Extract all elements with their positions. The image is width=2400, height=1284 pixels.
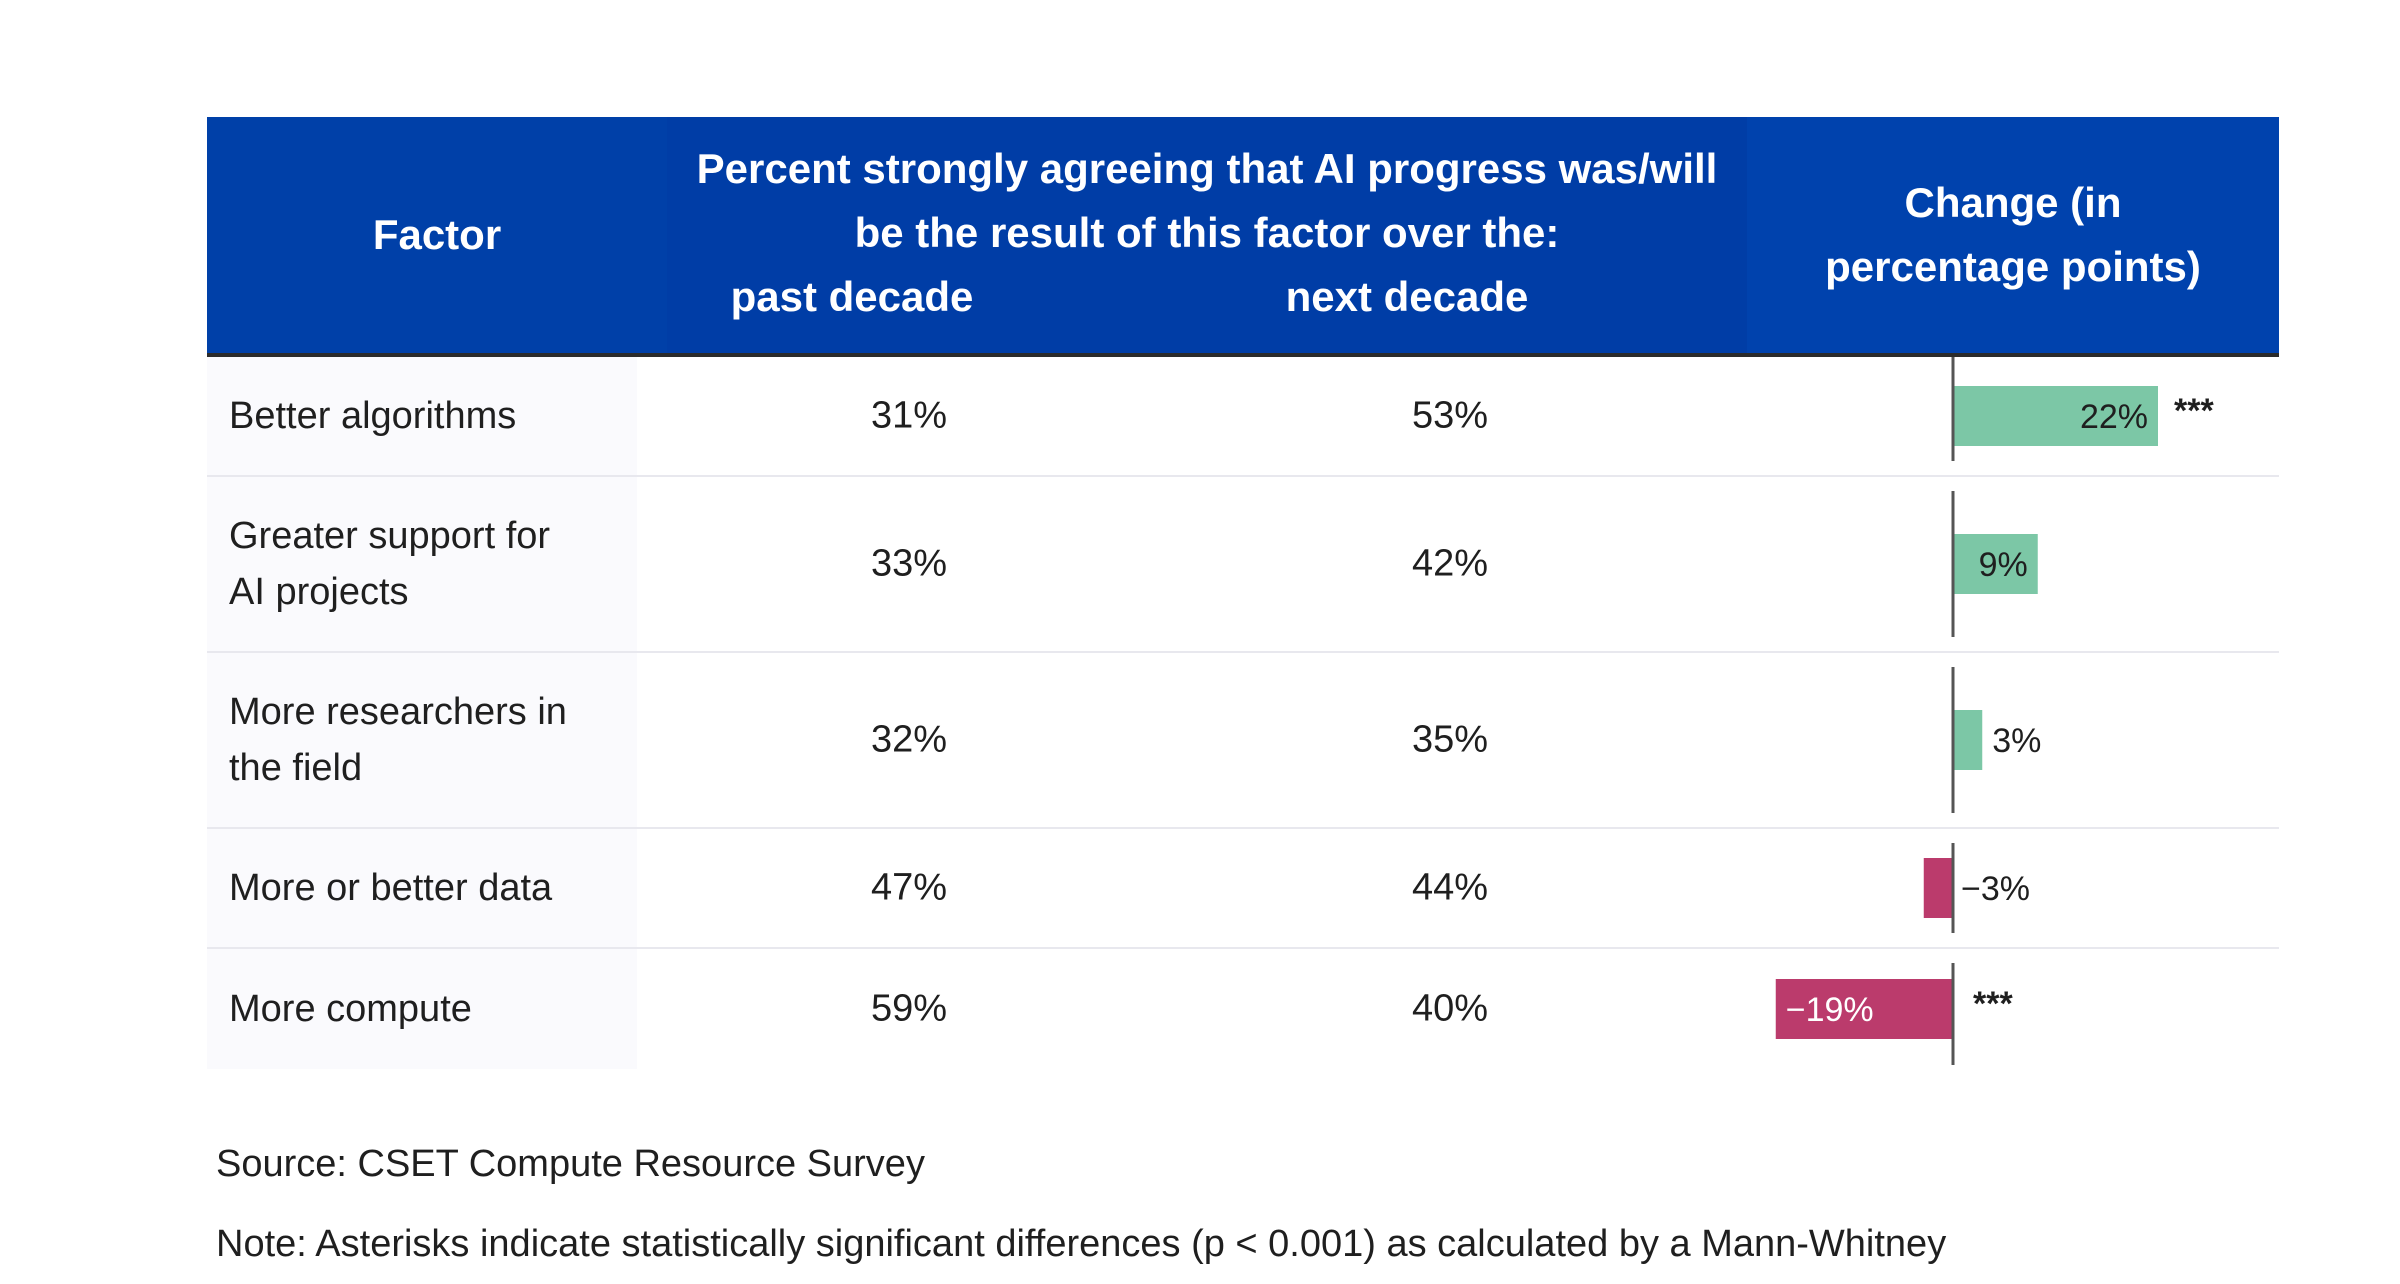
past-decade-value: 33%: [870, 542, 948, 585]
next-decade-value: 44%: [1411, 866, 1489, 909]
change-bar-area: 9%: [1951, 491, 2038, 637]
header-change-label: Change (in percentage points): [1825, 179, 2201, 290]
factor-label: Greater support for AI projects: [229, 515, 551, 613]
change-value-label: 3%: [1992, 722, 2041, 760]
change-value-label: 9%: [1979, 546, 2028, 584]
footnotes: Source: CSET Compute Resource Survey Not…: [216, 1124, 1946, 1284]
table-row: More compute 59% 40% −19% ***: [207, 949, 2279, 1069]
significance-marker: ***: [2174, 392, 2214, 430]
past-decade-value: 32%: [870, 718, 948, 761]
factor-label: Better algorithms: [229, 395, 517, 437]
change-bar-area: −3%: [1923, 843, 2030, 933]
factor-label: More researchers in the field: [229, 691, 567, 789]
change-bar: [1923, 858, 1952, 918]
change-value-label: −3%: [1961, 870, 2030, 908]
change-bar-area: 22% ***: [1951, 357, 2214, 461]
factor-cell: Better algorithms: [207, 357, 637, 475]
header-factor: Factor: [207, 117, 667, 353]
significance-note: Note: Asterisks indicate statistically s…: [216, 1223, 1947, 1265]
past-decade-value: 47%: [870, 866, 948, 909]
factor-cell: Greater support for AI projects: [207, 477, 637, 651]
change-value-label: 22%: [2080, 398, 2148, 436]
factor-cell: More or better data: [207, 829, 637, 947]
table-row: Greater support for AI projects 33% 42% 9%: [207, 477, 2279, 653]
header-next-decade: next decade: [1285, 273, 1529, 320]
factor-label: More compute: [229, 988, 472, 1030]
factor-cell: More researchers in the field: [207, 653, 637, 827]
change-bar: [1775, 979, 1952, 1039]
header-change: Change (in percentage points): [1747, 117, 2279, 353]
table-row: More researchers in the field 32% 35% 3%: [207, 653, 2279, 829]
header-percent: Percent strongly agreeing that AI progre…: [696, 145, 1718, 256]
change-bar-area: −19% ***: [1775, 963, 2013, 1065]
table-row: More or better data 47% 44% −3%: [207, 829, 2279, 949]
change-bar: [1954, 534, 2038, 594]
factor-label: More or better data: [229, 867, 553, 909]
change-bar: [1954, 386, 2158, 446]
next-decade-value: 35%: [1411, 718, 1489, 761]
table-header: Factor Percent strongly agreeing that AI…: [207, 117, 2279, 357]
factor-cell: More compute: [207, 949, 637, 1069]
table-row: Better algorithms 31% 53% 22% ***: [207, 357, 2279, 477]
next-decade-value: 42%: [1411, 542, 1489, 585]
change-bar-area: 3%: [1951, 667, 2041, 813]
next-decade-value: 53%: [1411, 394, 1489, 437]
change-value-label: −19%: [1786, 991, 1874, 1029]
table-body: Better algorithms 31% 53% 22% *** Greater sup…: [207, 357, 2279, 1069]
change-bar: [1954, 710, 1983, 770]
past-decade-value: 59%: [870, 987, 948, 1030]
past-decade-value: 31%: [870, 394, 948, 437]
significance-marker: ***: [1973, 985, 2013, 1023]
header-percent-group: Percent strongly agreeing that AI progre…: [667, 117, 1747, 353]
results-table: Factor Percent strongly agreeing that AI…: [207, 117, 2279, 1069]
next-decade-value: 40%: [1411, 987, 1489, 1030]
source-note: Source: CSET Compute Resource Survey: [216, 1143, 925, 1185]
header-past-decade: past decade: [730, 273, 974, 320]
